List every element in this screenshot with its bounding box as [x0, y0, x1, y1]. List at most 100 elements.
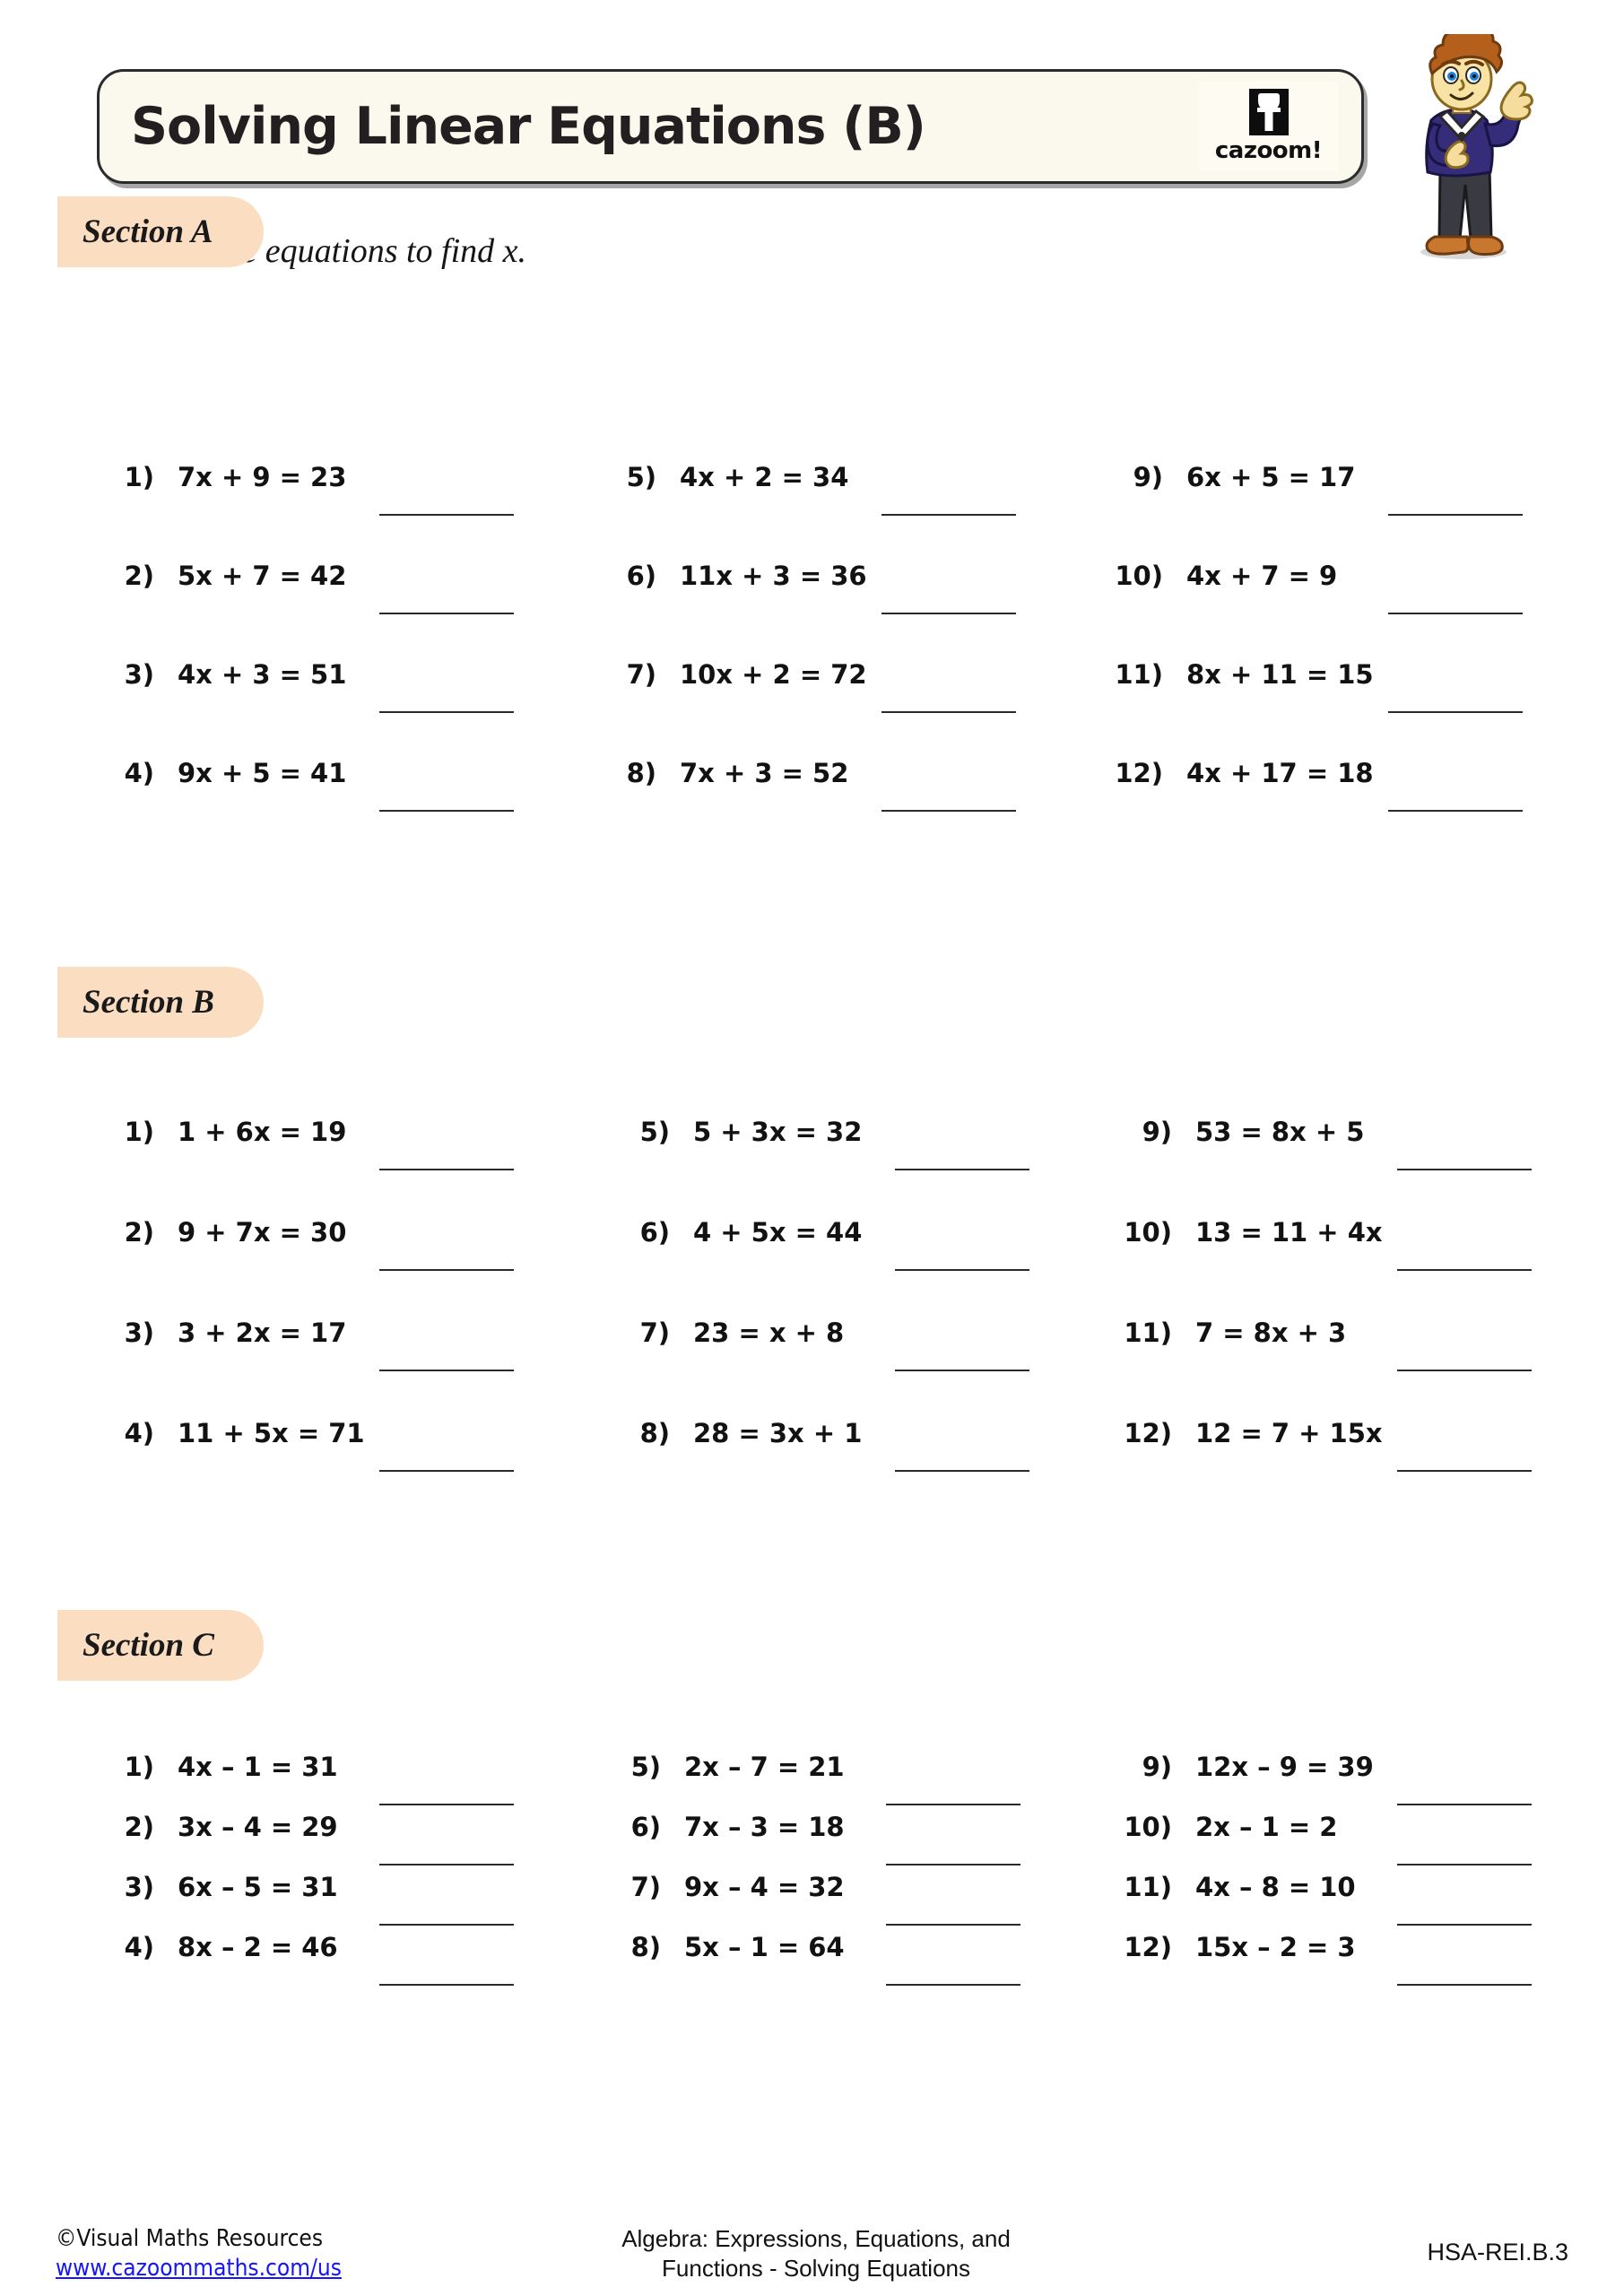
answer-line[interactable]	[1388, 779, 1523, 812]
question-equation: 8x – 2 = 46	[178, 1932, 338, 1962]
section-header-b: Section B	[57, 967, 264, 1038]
question-row: 9) 12x – 9 = 39	[1107, 1752, 1532, 1850]
answer-line[interactable]	[379, 1339, 514, 1371]
question-number: 7)	[639, 1318, 670, 1348]
answer-line[interactable]	[895, 1339, 1029, 1371]
question-row: 6) 7x – 3 = 18	[596, 1812, 1020, 1910]
answer-line[interactable]	[379, 1893, 514, 1926]
question-row: 6) 4 + 5x = 44	[605, 1217, 1029, 1316]
answer-line[interactable]	[886, 1833, 1020, 1866]
question-row: 5) 4x + 2 = 34	[592, 462, 1016, 561]
question-equation: 4x + 7 = 9	[1186, 561, 1338, 591]
section-b-label: Section B	[83, 984, 214, 1021]
question-number: 4)	[124, 1418, 154, 1448]
question-equation: 2x – 7 = 21	[684, 1752, 845, 1782]
question-equation: 11 + 5x = 71	[178, 1418, 365, 1448]
question-equation: 9x + 5 = 41	[178, 758, 347, 788]
section-header-a: Section A	[57, 196, 264, 267]
question-number: 11)	[1115, 659, 1163, 690]
answer-line[interactable]	[895, 1439, 1029, 1472]
question-number: 8)	[630, 1932, 661, 1962]
section-c-label: Section C	[83, 1627, 214, 1664]
question-number: 1)	[124, 1752, 154, 1782]
page-title: Solving Linear Equations (B)	[131, 97, 926, 156]
question-number: 12)	[1124, 1932, 1172, 1962]
question-row: 1) 4x – 1 = 31	[90, 1752, 514, 1850]
answer-line[interactable]	[379, 582, 514, 614]
question-number: 10)	[1115, 561, 1163, 591]
answer-line[interactable]	[379, 1439, 514, 1472]
question-equation: 7x – 3 = 18	[684, 1812, 845, 1842]
question-number: 8)	[626, 758, 656, 788]
goblet-base-icon	[1256, 108, 1281, 112]
answer-line[interactable]	[1397, 1893, 1532, 1926]
answer-line[interactable]	[1397, 1339, 1532, 1371]
footer-website-link[interactable]: www.cazoommaths.com/us	[56, 2255, 342, 2282]
cazoom-logo-text: cazoom!	[1214, 137, 1323, 164]
answer-line[interactable]	[379, 779, 514, 812]
question-equation: 4x + 17 = 18	[1186, 758, 1374, 788]
question-row: 7) 23 = x + 8	[605, 1318, 1029, 1416]
question-row: 9) 6x + 5 = 17	[1099, 462, 1523, 561]
question-equation: 6x – 5 = 31	[178, 1872, 338, 1902]
question-equation: 5 + 3x = 32	[693, 1117, 863, 1147]
question-row: 1) 7x + 9 = 23	[90, 462, 514, 561]
question-row: 7) 9x – 4 = 32	[596, 1872, 1020, 1970]
title-bar: Solving Linear Equations (B) cazoom!	[97, 69, 1364, 184]
cazoom-goblet-icon	[1248, 89, 1289, 135]
question-row: 11) 4x – 8 = 10	[1107, 1872, 1532, 1970]
question-equation: 9x – 4 = 32	[684, 1872, 845, 1902]
answer-line[interactable]	[895, 1239, 1029, 1271]
question-equation: 10x + 2 = 72	[680, 659, 867, 690]
footer-topic: Algebra: Expressions, Equations, and Fun…	[574, 2224, 1058, 2283]
question-row: 11) 7 = 8x + 3	[1107, 1318, 1532, 1416]
answer-line[interactable]	[1388, 483, 1523, 516]
question-number: 8)	[639, 1418, 670, 1448]
answer-line[interactable]	[1397, 1138, 1532, 1170]
question-number: 6)	[630, 1812, 661, 1842]
answer-line[interactable]	[379, 1833, 514, 1866]
question-equation: 28 = 3x + 1	[693, 1418, 863, 1448]
answer-line[interactable]	[886, 1893, 1020, 1926]
answer-line[interactable]	[895, 1138, 1029, 1170]
answer-line[interactable]	[881, 779, 1016, 812]
answer-line[interactable]	[379, 681, 514, 713]
answer-line[interactable]	[881, 582, 1016, 614]
answer-line[interactable]	[379, 1138, 514, 1170]
question-number: 1)	[124, 1117, 154, 1147]
answer-line[interactable]	[1397, 1239, 1532, 1271]
question-equation: 5x + 7 = 42	[178, 561, 347, 591]
answer-line[interactable]	[1388, 582, 1523, 614]
answer-line[interactable]	[881, 483, 1016, 516]
question-equation: 15x – 2 = 3	[1195, 1932, 1356, 1962]
answer-line[interactable]	[1397, 1953, 1532, 1986]
question-row: 4) 9x + 5 = 41	[90, 758, 514, 857]
question-equation: 6x + 5 = 17	[1186, 462, 1356, 492]
answer-line[interactable]	[1388, 681, 1523, 713]
answer-line[interactable]	[379, 1239, 514, 1271]
question-row: 12) 15x – 2 = 3	[1107, 1932, 1532, 2031]
answer-line[interactable]	[379, 1953, 514, 1986]
answer-line[interactable]	[881, 681, 1016, 713]
answer-line[interactable]	[886, 1773, 1020, 1805]
question-number: 6)	[626, 561, 656, 591]
answer-line[interactable]	[1397, 1439, 1532, 1472]
question-row: 3) 3 + 2x = 17	[90, 1318, 514, 1416]
question-equation: 4x – 8 = 10	[1195, 1872, 1356, 1902]
question-row: 8) 28 = 3x + 1	[605, 1418, 1029, 1517]
answer-line[interactable]	[1397, 1773, 1532, 1805]
question-row: 2) 3x – 4 = 29	[90, 1812, 514, 1910]
question-equation: 1 + 6x = 19	[178, 1117, 347, 1147]
answer-line[interactable]	[379, 483, 514, 516]
answer-line[interactable]	[379, 1773, 514, 1805]
question-row: 8) 5x – 1 = 64	[596, 1932, 1020, 2031]
question-number: 10)	[1124, 1812, 1172, 1842]
page-footer: ©Visual Maths Resources www.cazoommaths.…	[0, 2224, 1624, 2296]
question-number: 3)	[124, 1872, 154, 1902]
topic-line-1: Algebra: Expressions, Equations, and	[621, 2225, 1011, 2252]
answer-line[interactable]	[1397, 1833, 1532, 1866]
question-number: 3)	[124, 1318, 154, 1348]
question-number: 2)	[124, 1812, 154, 1842]
answer-line[interactable]	[886, 1953, 1020, 1986]
question-number: 4)	[124, 1932, 154, 1962]
